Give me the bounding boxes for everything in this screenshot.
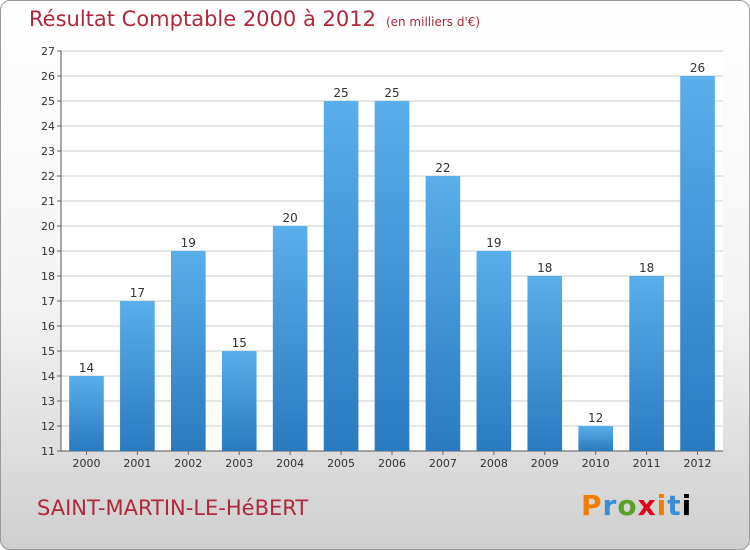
x-tick-label: 2012 <box>684 457 712 470</box>
data-label: 19 <box>181 236 196 250</box>
data-label: 25 <box>333 86 348 100</box>
y-tick-label: 12 <box>41 420 55 433</box>
bar <box>170 251 206 451</box>
logo-letter: i <box>681 489 693 522</box>
y-tick-label: 14 <box>41 370 55 383</box>
x-tick-label: 2002 <box>174 457 202 470</box>
x-tick-label: 2006 <box>378 457 406 470</box>
data-label: 15 <box>232 336 247 350</box>
x-tick-label: 2009 <box>531 457 559 470</box>
y-tick-label: 25 <box>41 95 55 108</box>
y-tick-label: 22 <box>41 170 55 183</box>
data-label: 26 <box>690 61 705 75</box>
x-tick-label: 2000 <box>72 457 100 470</box>
bar <box>680 76 715 451</box>
data-label: 18 <box>639 261 654 275</box>
y-tick-label: 11 <box>41 445 55 458</box>
bar <box>578 426 614 451</box>
x-tick-label: 2007 <box>429 457 457 470</box>
bar <box>221 351 257 451</box>
y-tick-label: 23 <box>41 145 55 158</box>
y-tick-label: 15 <box>41 345 55 358</box>
chart-title-text: Résultat Comptable 2000 à 2012 <box>29 7 376 31</box>
data-label: 12 <box>588 411 603 425</box>
chart-subtitle: (en milliers d'€) <box>385 15 481 29</box>
y-tick-label: 24 <box>41 120 55 133</box>
y-tick-label: 27 <box>41 45 55 58</box>
bar <box>323 101 359 451</box>
bar <box>527 276 563 451</box>
bar <box>374 101 410 451</box>
bar <box>272 226 308 451</box>
y-tick-label: 19 <box>41 245 55 258</box>
x-tick-label: 2001 <box>123 457 151 470</box>
logo-letter: x <box>637 489 657 522</box>
x-tick-label: 2005 <box>327 457 355 470</box>
x-tick-label: 2011 <box>633 457 661 470</box>
y-tick-label: 13 <box>41 395 55 408</box>
x-tick-label: 2008 <box>480 457 508 470</box>
data-label: 18 <box>537 261 552 275</box>
chart-title: Résultat Comptable 2000 à 2012 (en millie… <box>29 7 480 31</box>
x-tick-label: 2003 <box>225 457 253 470</box>
data-label: 14 <box>79 361 94 375</box>
bar <box>629 276 664 451</box>
y-tick-label: 26 <box>41 70 55 83</box>
logo-letter: P <box>581 489 603 522</box>
logo-letter: r <box>602 489 618 522</box>
y-tick-label: 18 <box>41 270 55 283</box>
data-label: 25 <box>384 86 399 100</box>
y-tick-label: 17 <box>41 295 55 308</box>
data-label: 22 <box>435 161 450 175</box>
x-tick-label: 2010 <box>582 457 610 470</box>
bar <box>69 376 104 451</box>
data-label: 17 <box>130 286 145 300</box>
y-tick-label: 20 <box>41 220 55 233</box>
data-label: 20 <box>283 211 298 225</box>
logo-letter: o <box>617 489 638 522</box>
data-label: 19 <box>486 236 501 250</box>
bar <box>120 301 155 451</box>
logo-letter: i <box>656 489 668 522</box>
y-tick-label: 21 <box>41 195 55 208</box>
logo-letter: t <box>667 489 682 522</box>
bar <box>425 176 461 451</box>
x-tick-label: 2004 <box>276 457 304 470</box>
town-name: SAINT-MARTIN-LE-HéBERT <box>37 496 309 520</box>
bar <box>476 251 512 451</box>
y-tick-label: 16 <box>41 320 55 333</box>
proxiti-logo: Proxiti <box>581 489 692 522</box>
